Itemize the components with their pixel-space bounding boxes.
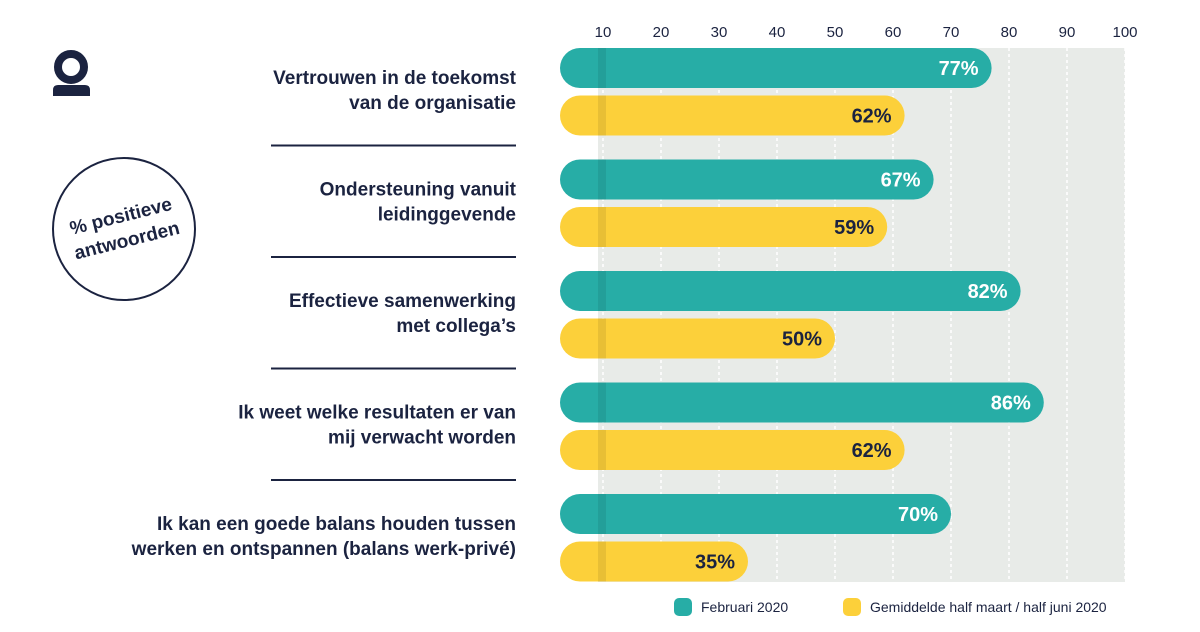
bar-value-label: 82% [968, 281, 1008, 303]
x-tick-label: 100 [1112, 24, 1137, 41]
legend-item: Februari 2020 [674, 598, 788, 616]
x-tick-label: 20 [653, 24, 670, 41]
chart-gridlines [602, 48, 1126, 582]
category-label: Ik kan een goede balans houden tussen wer… [131, 514, 516, 560]
bar [560, 95, 905, 136]
legend-item: Gemiddelde half maart / half juni 2020 [843, 598, 1107, 616]
bar [560, 159, 934, 200]
category-label-line: Effectieve samenwerking [289, 291, 516, 312]
category-label-line: van de organisatie [349, 93, 516, 114]
bar [560, 207, 888, 247]
chart-track-area [598, 48, 1125, 582]
category-label-line: leidinggevende [378, 205, 516, 226]
brand-logo-icon [53, 50, 90, 96]
bar-shade [598, 95, 606, 136]
x-tick-label: 80 [1001, 24, 1018, 41]
x-tick-label: 50 [827, 24, 844, 41]
category-label: Effectieve samenwerking met collega’s [289, 291, 516, 337]
bar-value-label: 59% [834, 217, 874, 239]
legend-label: Gemiddelde half maart / half juni 2020 [870, 599, 1107, 615]
bar-shade [598, 207, 606, 247]
bar-shade [598, 48, 606, 88]
bar-value-label: 50% [782, 329, 822, 351]
legend-swatch [674, 598, 692, 616]
bars: 77% 62% 67% 59% 82% 50% 86% 62% 70% 35% [560, 48, 1044, 582]
x-tick-label: 90 [1059, 24, 1076, 41]
category-label-line: mij verwacht worden [328, 428, 516, 449]
x-axis-ticks: 10 20 30 40 50 60 70 80 90 100 [595, 24, 1138, 41]
category-label-line: Ik weet welke resultaten er van [238, 403, 516, 424]
chart-track-background [598, 48, 1125, 582]
category-labels: Vertrouwen in de toekomst van de organisa… [131, 68, 517, 560]
bar-value-label: 35% [695, 552, 735, 574]
category-label: Vertrouwen in de toekomst van de organisa… [273, 68, 516, 114]
legend-swatch [843, 598, 861, 616]
bar-value-label: 67% [881, 170, 921, 192]
bar-shade [598, 430, 606, 470]
bar [560, 48, 992, 88]
bar [560, 271, 1021, 311]
category-label-line: Vertrouwen in de toekomst [273, 68, 516, 89]
positive-answers-badge: % positieve antwoorden [52, 157, 196, 301]
category-label: Ondersteuning vanuit leidinggevende [320, 180, 517, 226]
x-tick-label: 70 [943, 24, 960, 41]
bar-value-label: 86% [991, 393, 1031, 415]
category-label: Ik weet welke resultaten er van mij verwa… [238, 403, 516, 449]
bar [560, 430, 905, 470]
bar-value-label: 62% [852, 440, 892, 462]
legend: Februari 2020 Gemiddelde half maart / hal… [674, 598, 1107, 616]
bar-value-label: 70% [898, 504, 938, 526]
bar-value-label: 77% [939, 58, 979, 80]
bar-shade [598, 494, 606, 534]
category-label-line: Ik kan een goede balans houden tussen [157, 514, 516, 535]
bar-shade [598, 541, 606, 582]
bar-shade [598, 159, 606, 200]
legend-label: Februari 2020 [701, 599, 788, 615]
category-separators [271, 144, 516, 481]
bar-shade [598, 271, 606, 311]
category-label-line: werken en ontspannen (balans werk-privé) [131, 539, 516, 560]
bar-shade [598, 382, 606, 423]
category-label-line: Ondersteuning vanuit [320, 180, 517, 201]
x-tick-label: 40 [769, 24, 786, 41]
bar [560, 494, 951, 534]
bar [560, 382, 1044, 423]
category-label-line: met collega’s [396, 316, 516, 337]
x-tick-label: 10 [595, 24, 612, 41]
bar [560, 318, 835, 359]
bar [560, 541, 748, 582]
bar-value-label: 62% [852, 106, 892, 128]
bar-shade [598, 318, 606, 359]
x-tick-label: 60 [885, 24, 902, 41]
x-tick-label: 30 [711, 24, 728, 41]
